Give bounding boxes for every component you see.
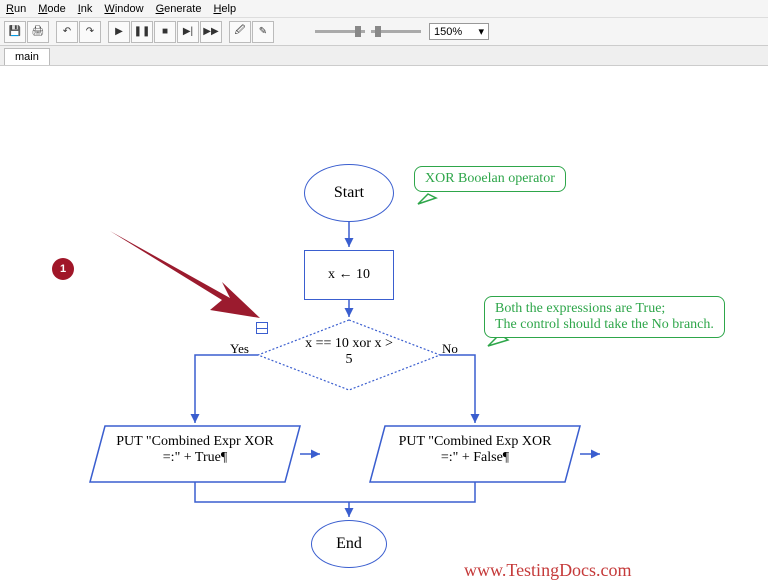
node-out-yes[interactable]: PUT "Combined Expr XOR =:" + True¶ [95, 434, 295, 466]
callout-title-text: XOR Booelan operator [425, 171, 555, 186]
node-decision-l1: x == 10 xor x > [278, 336, 420, 352]
branch-no-label: No [442, 341, 458, 357]
stop-icon[interactable]: ■ [154, 21, 176, 43]
node-start[interactable]: Start [304, 164, 394, 222]
out-no-l1: PUT "Combined Exp XOR [375, 434, 575, 450]
chevron-down-icon: ▾ [478, 25, 484, 38]
out-yes-l1: PUT "Combined Expr XOR [95, 434, 295, 450]
node-decision-l2: 5 [278, 352, 420, 368]
pause-icon[interactable]: ❚❚ [131, 21, 153, 43]
menu-help[interactable]: Help [213, 3, 236, 15]
zoom-slider[interactable] [315, 30, 365, 33]
node-assign[interactable]: x ← 10 [304, 250, 394, 300]
menu-run[interactable]: Run [6, 3, 26, 15]
pointer-icon[interactable]: 🖉 [229, 21, 251, 43]
node-decision[interactable]: x == 10 xor x > 5 [278, 336, 420, 368]
annotation-badge-text: 1 [60, 263, 66, 275]
menu-mode[interactable]: Mode [38, 3, 66, 15]
menubar: Run Mode Ink Window Generate Help [0, 0, 768, 18]
tabstrip: main [0, 46, 768, 66]
watermark: www.TestingDocs.com [464, 560, 632, 581]
out-yes-l2: =:" + True¶ [95, 450, 295, 466]
zoom-select[interactable]: 150% ▾ [429, 23, 489, 40]
node-out-no[interactable]: PUT "Combined Exp XOR =:" + False¶ [375, 434, 575, 466]
zoom-slider-thumb-2[interactable] [375, 26, 381, 37]
redo-icon[interactable]: ↷ [79, 21, 101, 43]
menu-generate[interactable]: Generate [156, 3, 202, 15]
callout-explain: Both the expressions are True; The contr… [484, 296, 725, 338]
zoom-slider-2[interactable] [371, 30, 421, 33]
save-icon[interactable]: 💾 [4, 21, 26, 43]
node-end-label: End [336, 535, 362, 553]
play-icon[interactable]: ▶ [108, 21, 130, 43]
step-icon[interactable]: ▶| [177, 21, 199, 43]
callout-title: XOR Booelan operator [414, 166, 566, 192]
node-end[interactable]: End [311, 520, 387, 568]
tab-main[interactable]: main [4, 48, 50, 65]
end-icon[interactable]: ▶▶ [200, 21, 222, 43]
callout-explain-l1: Both the expressions are True; [495, 301, 714, 317]
zoom-value: 150% [434, 26, 462, 38]
menu-window[interactable]: Window [104, 3, 143, 15]
node-assign-label: x ← 10 [328, 267, 370, 283]
annotation-badge: 1 [52, 258, 74, 280]
print-icon[interactable]: 🖨 [27, 21, 49, 43]
undo-icon[interactable]: ↶ [56, 21, 78, 43]
menu-ink[interactable]: Ink [78, 3, 93, 15]
toolbar: 💾 🖨 ↶ ↷ ▶ ❚❚ ■ ▶| ▶▶ 🖉 ✎ 150% ▾ [0, 18, 768, 46]
pen-icon[interactable]: ✎ [252, 21, 274, 43]
callout-explain-l2: The control should take the No branch. [495, 317, 714, 333]
branch-yes-label: Yes [230, 341, 249, 357]
zoom-slider-thumb[interactable] [355, 26, 361, 37]
node-start-label: Start [334, 184, 364, 202]
out-no-l2: =:" + False¶ [375, 450, 575, 466]
breakpoint-icon[interactable] [256, 322, 268, 334]
flowchart-canvas: Start x ← 10 x == 10 xor x > 5 Yes No PU… [0, 66, 768, 532]
